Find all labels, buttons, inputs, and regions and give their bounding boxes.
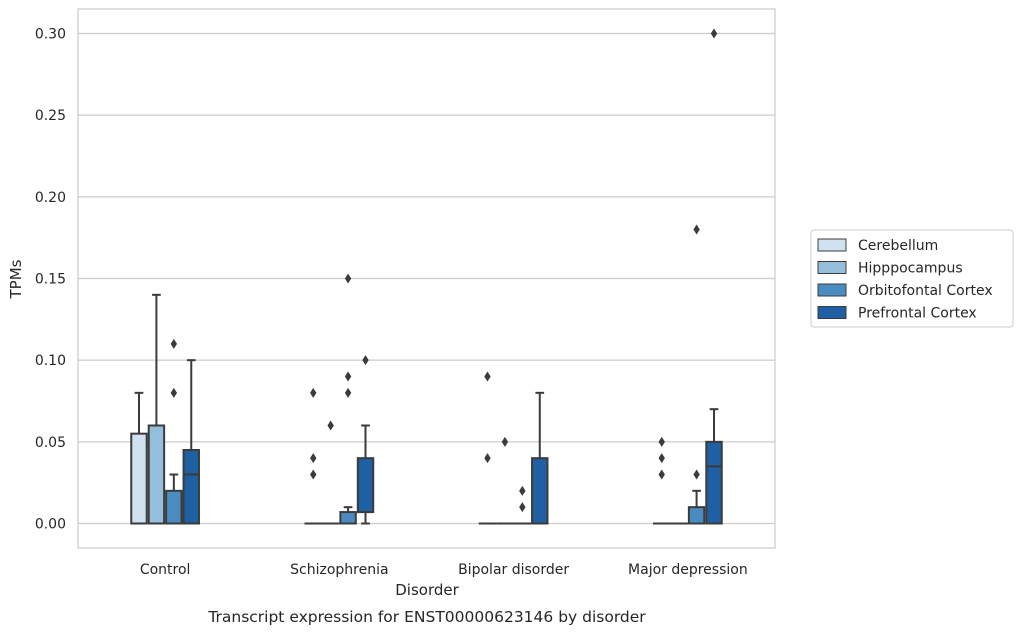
outlier-point <box>501 436 509 447</box>
x-tick-label: Major depression <box>628 562 748 578</box>
box <box>356 457 375 514</box>
legend-item: Cerebellum <box>817 238 938 254</box>
outlier-point <box>310 387 317 398</box>
box-group <box>304 273 375 525</box>
chart-caption: Transcript expression for ENST0000062314… <box>207 608 646 626</box>
legend-swatch <box>817 238 847 252</box>
legend-item: Orbitofontal Cortex <box>817 283 993 299</box>
y-tick-label: 0.00 <box>35 517 66 533</box>
legend-label: Cerebellum <box>858 238 938 254</box>
outlier-point <box>310 469 317 480</box>
legend-swatch <box>817 306 847 319</box>
x-tick-label: Control <box>140 562 191 578</box>
legend-item: Hipppocampus <box>817 261 963 277</box>
y-tick-label: 0.20 <box>35 190 66 206</box>
y-tick-label: 0.15 <box>35 272 66 288</box>
box <box>147 424 166 525</box>
outlier-point <box>484 371 491 382</box>
outlier-point <box>519 502 526 513</box>
outlier-point <box>344 273 352 284</box>
box <box>130 432 148 525</box>
outlier-point <box>170 338 178 349</box>
box <box>705 440 723 525</box>
box <box>339 511 357 525</box>
plot-frame <box>77 8 776 549</box>
outlier-point <box>693 224 700 235</box>
x-axis-label: Disorder <box>395 581 459 599</box>
legend-item: Prefrontal Cortex <box>817 306 977 322</box>
box-groups <box>130 28 723 525</box>
outlier-point <box>658 453 665 464</box>
y-axis-label: TPMs <box>7 259 25 299</box>
x-tick-labels: Control Schizophrenia Bipolar disorder Majo… <box>140 562 748 578</box>
box-group <box>478 371 549 525</box>
legend-label: Orbitofontal Cortex <box>858 283 993 299</box>
y-tick-label: 0.25 <box>35 108 66 124</box>
y-tick-labels: 0.00 0.05 0.10 0.15 0.20 0.25 0.30 <box>35 27 66 533</box>
outlier-point <box>310 453 317 464</box>
legend-label: Hipppocampus <box>858 261 963 277</box>
box-group <box>130 293 200 525</box>
legend-swatch <box>817 261 847 274</box>
legend-swatch <box>817 283 847 297</box>
legend-frame <box>810 229 1014 328</box>
box <box>531 457 549 525</box>
legend-label: Prefrontal Cortex <box>858 306 977 322</box>
outlier-point <box>170 387 178 398</box>
outlier-point <box>327 420 334 431</box>
outlier-point <box>658 436 665 447</box>
legend: Cerebellum Hipppocampus Orbitofontal Corte… <box>810 229 1014 328</box>
box-group <box>653 28 723 525</box>
x-tick-label: Bipolar disorder <box>458 562 569 578</box>
outlier-point <box>710 28 718 39</box>
box <box>165 489 183 525</box>
y-tick-label: 0.30 <box>35 27 66 43</box>
outlier-point <box>693 469 700 480</box>
outlier-point <box>362 355 369 366</box>
outlier-point <box>484 453 491 464</box>
x-tick-label: Schizophrenia <box>290 562 388 578</box>
outlier-point <box>519 485 526 496</box>
outlier-point <box>344 371 352 382</box>
box <box>687 506 706 525</box>
outlier-point <box>658 469 665 480</box>
outlier-point <box>344 387 352 398</box>
y-tick-label: 0.10 <box>35 353 66 369</box>
box <box>182 449 200 525</box>
y-tick-label: 0.05 <box>35 435 66 451</box>
